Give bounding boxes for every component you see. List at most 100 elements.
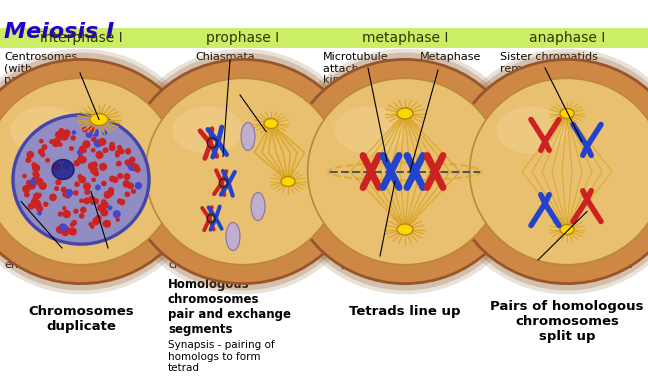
Ellipse shape xyxy=(226,223,240,250)
Circle shape xyxy=(92,178,95,181)
Circle shape xyxy=(95,140,101,147)
Circle shape xyxy=(125,160,130,165)
Ellipse shape xyxy=(251,193,265,220)
Circle shape xyxy=(89,223,92,226)
Circle shape xyxy=(99,207,103,211)
Circle shape xyxy=(79,177,86,183)
Text: Chromosomes
duplicate: Chromosomes duplicate xyxy=(28,305,134,333)
Circle shape xyxy=(40,140,43,143)
Ellipse shape xyxy=(560,225,574,234)
Circle shape xyxy=(69,228,76,235)
Circle shape xyxy=(65,193,71,198)
Circle shape xyxy=(80,199,83,202)
Circle shape xyxy=(37,206,43,211)
Circle shape xyxy=(83,141,90,148)
Ellipse shape xyxy=(0,53,203,291)
Circle shape xyxy=(27,151,34,158)
Text: Homologous
chromosomes
pair and exchange
segments: Homologous chromosomes pair and exchange… xyxy=(168,278,291,336)
Circle shape xyxy=(111,144,114,147)
Circle shape xyxy=(132,190,135,193)
Ellipse shape xyxy=(397,224,413,235)
Text: Microtubule
attached to
kinetochore: Microtubule attached to kinetochore xyxy=(323,52,389,85)
Circle shape xyxy=(91,225,94,228)
Circle shape xyxy=(91,201,94,204)
Circle shape xyxy=(96,152,103,158)
Circle shape xyxy=(62,133,68,140)
Circle shape xyxy=(36,178,43,185)
Bar xyxy=(0,28,648,48)
Circle shape xyxy=(102,200,106,204)
Ellipse shape xyxy=(264,119,278,128)
Circle shape xyxy=(51,195,55,200)
Text: Synapsis - pairing of
homologs to form
tetrad: Synapsis - pairing of homologs to form t… xyxy=(168,340,275,373)
Circle shape xyxy=(93,162,97,165)
Ellipse shape xyxy=(241,122,255,151)
Text: metaphase I: metaphase I xyxy=(362,31,448,45)
Circle shape xyxy=(34,202,41,209)
Circle shape xyxy=(86,132,92,137)
Ellipse shape xyxy=(0,49,207,294)
Ellipse shape xyxy=(146,78,340,265)
Circle shape xyxy=(56,132,62,138)
Circle shape xyxy=(93,199,98,204)
Circle shape xyxy=(103,221,108,226)
Circle shape xyxy=(78,175,82,178)
Circle shape xyxy=(101,209,108,216)
Circle shape xyxy=(82,128,87,132)
Circle shape xyxy=(119,149,124,154)
Ellipse shape xyxy=(496,106,567,154)
Circle shape xyxy=(52,140,59,147)
Circle shape xyxy=(72,220,76,225)
Ellipse shape xyxy=(125,59,361,284)
Text: Metaphase
plate: Metaphase plate xyxy=(420,52,481,74)
Circle shape xyxy=(74,209,78,213)
Circle shape xyxy=(27,181,32,186)
Text: Centromere
(with kinetochore): Centromere (with kinetochore) xyxy=(340,248,442,269)
Circle shape xyxy=(23,186,30,192)
Circle shape xyxy=(85,190,89,194)
Circle shape xyxy=(34,196,36,199)
Circle shape xyxy=(62,187,66,192)
Text: Sister
chromatids: Sister chromatids xyxy=(168,248,231,269)
Circle shape xyxy=(104,191,111,198)
Circle shape xyxy=(89,126,95,132)
Circle shape xyxy=(73,131,76,134)
Circle shape xyxy=(91,149,95,152)
Circle shape xyxy=(128,163,130,167)
Circle shape xyxy=(32,198,36,202)
Ellipse shape xyxy=(117,49,369,294)
Circle shape xyxy=(83,149,86,152)
Ellipse shape xyxy=(121,53,365,291)
Circle shape xyxy=(59,133,66,140)
Circle shape xyxy=(93,219,99,225)
Circle shape xyxy=(33,171,38,176)
Ellipse shape xyxy=(287,59,523,284)
Circle shape xyxy=(102,202,108,208)
Circle shape xyxy=(58,134,62,138)
Circle shape xyxy=(23,174,26,177)
Circle shape xyxy=(75,182,79,186)
Ellipse shape xyxy=(334,106,405,154)
Circle shape xyxy=(62,229,69,236)
Circle shape xyxy=(70,147,73,150)
Circle shape xyxy=(36,177,39,181)
Circle shape xyxy=(46,158,49,162)
Circle shape xyxy=(115,153,119,157)
Ellipse shape xyxy=(283,53,527,291)
Circle shape xyxy=(57,226,64,233)
Circle shape xyxy=(54,163,60,170)
Circle shape xyxy=(92,137,96,142)
Circle shape xyxy=(56,180,61,184)
Circle shape xyxy=(64,211,70,218)
Text: Homologous
chromosomes separate: Homologous chromosomes separate xyxy=(502,248,632,269)
Circle shape xyxy=(126,149,130,154)
Circle shape xyxy=(128,163,135,170)
Circle shape xyxy=(117,162,120,166)
Circle shape xyxy=(84,183,90,190)
Circle shape xyxy=(26,158,30,162)
Circle shape xyxy=(78,150,82,155)
Circle shape xyxy=(64,227,69,233)
Circle shape xyxy=(29,182,35,189)
Circle shape xyxy=(25,193,29,197)
Circle shape xyxy=(128,183,133,188)
